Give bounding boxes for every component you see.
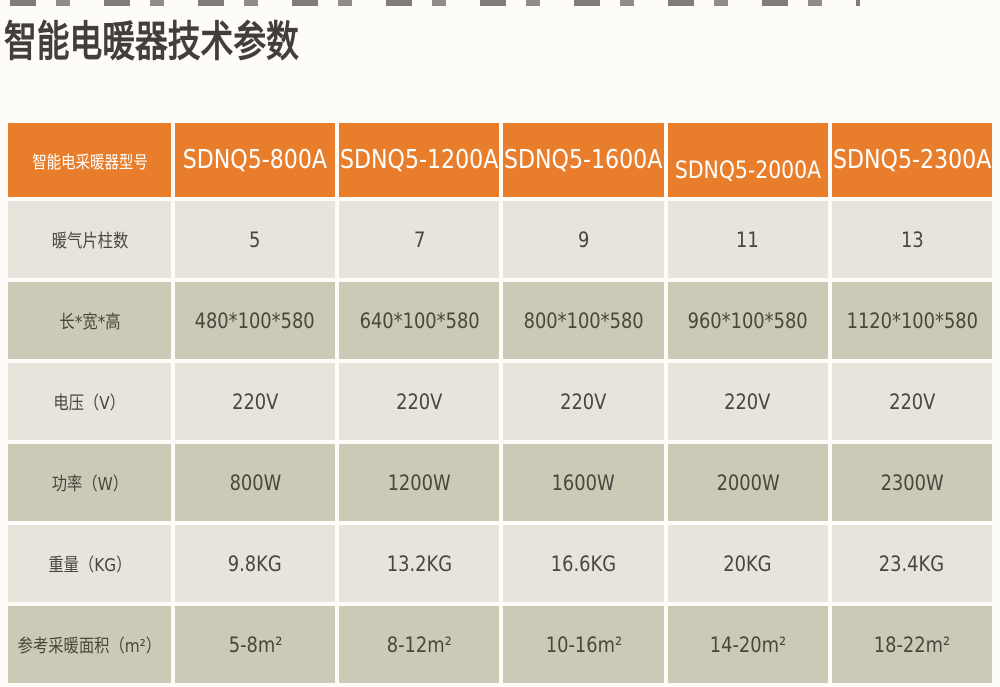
header-model-text: SDNQ5-1600A — [504, 145, 663, 175]
cell-value-text: 9.8KG — [228, 551, 283, 576]
cell-value-text: 220V — [396, 389, 443, 414]
clipped-headline-fragments — [10, 0, 860, 6]
cell-value: 13 — [831, 201, 992, 278]
cell-value: 220V — [175, 363, 336, 440]
cell-value: 640*100*580 — [339, 282, 500, 359]
row-label-text: 暖气片柱数 — [51, 230, 128, 252]
header-model-text: SDNQ5-2000A — [674, 156, 821, 184]
header-model-label-text: 智能电采暖器型号 — [31, 152, 148, 173]
cell-value: 16.6KG — [503, 525, 664, 602]
cell-value: 1200W — [339, 444, 500, 521]
cell-value: 2000W — [667, 444, 828, 521]
cell-value-text: 1200W — [387, 470, 451, 495]
cell-value-text: 16.6KG — [550, 551, 617, 576]
cell-value-text: 5-8m² — [228, 632, 282, 657]
row-label-power: 功率（W） — [8, 444, 171, 521]
cell-value: 220V — [339, 363, 500, 440]
cell-value-text: 13 — [900, 227, 924, 252]
cell-value-text: 18-22m² — [873, 632, 951, 657]
header-model-sdnq5-2000a: SDNQ5-2000A — [667, 123, 828, 197]
row-label-voltage: 电压（V） — [8, 363, 171, 440]
cell-value-text: 11 — [736, 227, 760, 252]
cell-value: 5 — [175, 201, 336, 278]
cell-value-text: 220V — [724, 389, 771, 414]
row-label-dimensions: 长*宽*高 — [8, 282, 171, 359]
cell-value-text: 220V — [888, 389, 936, 414]
cell-value: 14-20m² — [667, 606, 828, 683]
header-model-sdnq5-2300a: SDNQ5-2300A — [831, 123, 992, 197]
row-label-text: 重量（KG） — [47, 554, 132, 576]
cell-value-text: 9 — [577, 227, 590, 252]
cell-value: 220V — [667, 363, 828, 440]
row-label-columns: 暖气片柱数 — [8, 201, 171, 278]
cell-value-text: 960*100*580 — [687, 308, 808, 333]
cell-value-text: 2000W — [716, 470, 780, 495]
header-model-sdnq5-1600a: SDNQ5-1600A — [503, 123, 664, 197]
cell-value-text: 220V — [560, 389, 607, 414]
cell-value-text: 10-16m² — [545, 632, 622, 657]
cell-value: 11 — [667, 201, 828, 278]
cell-value: 220V — [831, 363, 992, 440]
cell-value-text: 20KG — [723, 551, 772, 576]
cell-value-text: 23.4KG — [879, 551, 945, 576]
cell-value: 1120*100*580 — [831, 282, 992, 359]
row-label-text: 功率（W） — [51, 473, 128, 495]
cell-value-text: 800*100*580 — [523, 308, 644, 333]
cell-value-text: 1120*100*580 — [846, 308, 978, 333]
cell-value: 960*100*580 — [667, 282, 828, 359]
cell-value: 800*100*580 — [503, 282, 664, 359]
cell-value: 10-16m² — [503, 606, 664, 683]
row-label-text: 长*宽*高 — [58, 311, 121, 333]
header-model-sdnq5-800a: SDNQ5-800A — [175, 123, 336, 197]
cell-value-text: 14-20m² — [709, 632, 786, 657]
cell-value: 2300W — [831, 444, 992, 521]
cell-value: 18-22m² — [831, 606, 992, 683]
cell-value-text: 640*100*580 — [359, 308, 480, 333]
page-title: 智能电暖器技术参数 — [4, 17, 299, 66]
cell-value-text: 220V — [231, 389, 279, 414]
cell-value: 220V — [503, 363, 664, 440]
cell-value: 1600W — [503, 444, 664, 521]
header-model-text: SDNQ5-800A — [182, 145, 328, 175]
spec-table: 智能电采暖器型号 SDNQ5-800A SDNQ5-1200A SDNQ5-16… — [8, 123, 992, 683]
header-model-text: SDNQ5-1200A — [340, 145, 499, 175]
cell-value: 7 — [339, 201, 500, 278]
cell-value: 13.2KG — [339, 525, 500, 602]
cell-value-text: 8-12m² — [386, 632, 452, 657]
row-label-text: 参考采暖面积（m²） — [17, 635, 162, 657]
cell-value: 5-8m² — [175, 606, 336, 683]
cell-value-text: 1600W — [551, 470, 616, 495]
cell-value: 9.8KG — [175, 525, 336, 602]
cell-value-text: 2300W — [880, 470, 944, 495]
cell-value: 23.4KG — [831, 525, 992, 602]
cell-value: 8-12m² — [339, 606, 500, 683]
cell-value-text: 7 — [413, 227, 425, 252]
cell-value: 20KG — [667, 525, 828, 602]
header-model-sdnq5-1200a: SDNQ5-1200A — [339, 123, 500, 197]
row-label-heating-area: 参考采暖面积（m²） — [8, 606, 171, 683]
cell-value-text: 13.2KG — [386, 551, 452, 576]
cell-value: 480*100*580 — [175, 282, 336, 359]
cell-value: 800W — [175, 444, 336, 521]
cell-value: 9 — [503, 201, 664, 278]
row-label-text: 电压（V） — [53, 392, 126, 414]
cell-value-text: 480*100*580 — [195, 308, 316, 333]
cell-value-text: 800W — [229, 470, 281, 495]
cell-value-text: 5 — [249, 227, 261, 252]
row-label-weight: 重量（KG） — [8, 525, 171, 602]
header-model-label: 智能电采暖器型号 — [8, 123, 171, 197]
header-model-text: SDNQ5-2300A — [832, 145, 992, 175]
